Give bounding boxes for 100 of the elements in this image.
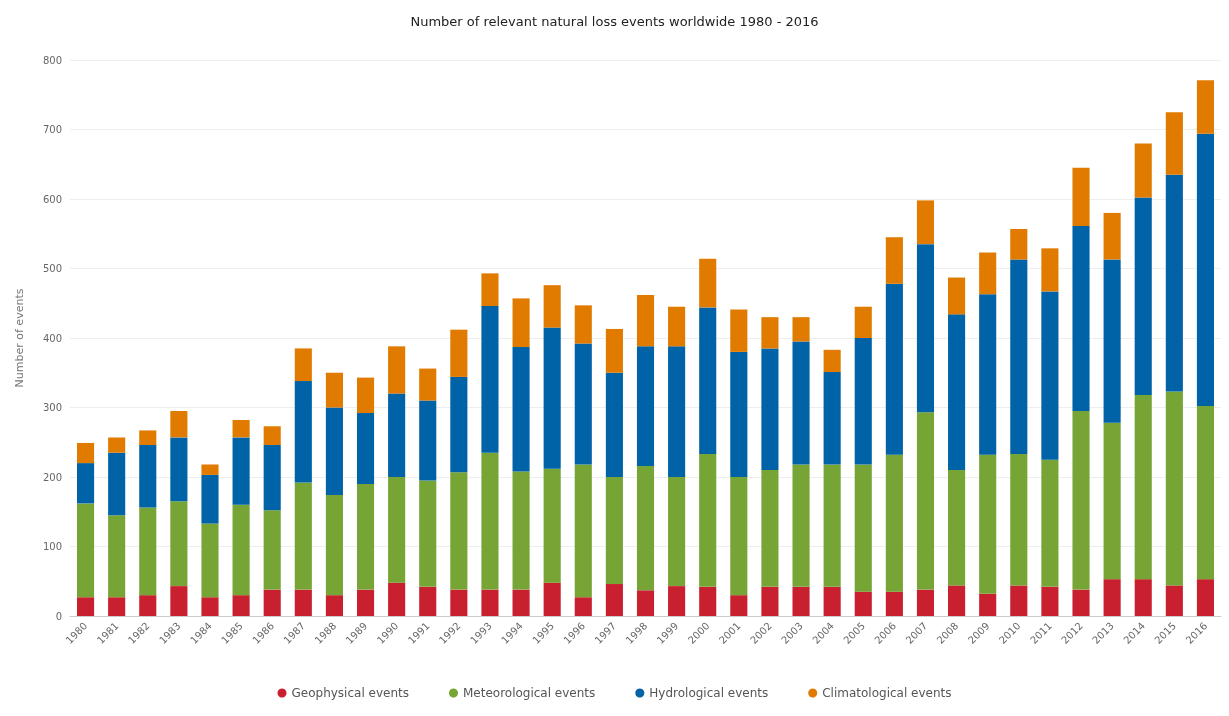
bar — [543, 468, 561, 583]
bar — [170, 501, 188, 587]
bar — [730, 477, 748, 596]
bar — [730, 351, 748, 477]
bar — [356, 377, 375, 414]
bar — [1041, 248, 1059, 292]
bar — [325, 495, 343, 596]
y-tick-label: 100 — [42, 541, 62, 552]
legend-label: Climatological events — [822, 686, 952, 700]
bar — [605, 477, 623, 585]
bar — [948, 470, 966, 586]
bar — [1134, 197, 1152, 395]
bar — [481, 452, 499, 590]
bar — [699, 454, 717, 587]
bar — [574, 305, 592, 344]
bar — [823, 586, 841, 616]
bar — [170, 437, 188, 502]
bar — [512, 589, 530, 616]
bar — [1072, 226, 1090, 411]
bar — [201, 597, 219, 616]
bar — [263, 589, 281, 616]
bar — [108, 515, 126, 598]
bar — [792, 586, 810, 616]
bar — [792, 317, 810, 342]
bar — [1165, 391, 1183, 586]
bar — [388, 477, 406, 583]
bar — [885, 237, 903, 284]
bar — [77, 503, 95, 598]
bar — [761, 317, 779, 349]
bar — [1072, 589, 1090, 616]
bar — [481, 589, 499, 616]
bar — [232, 437, 250, 505]
bar — [356, 413, 375, 484]
bar — [512, 347, 530, 472]
bar — [916, 244, 935, 413]
bar — [232, 504, 250, 596]
bar — [854, 591, 872, 616]
bar — [294, 381, 312, 483]
bar — [481, 306, 499, 453]
bar — [699, 307, 717, 455]
bar — [294, 589, 312, 616]
bar — [636, 346, 655, 466]
bar — [294, 348, 312, 382]
bar — [730, 595, 748, 616]
bar — [419, 400, 437, 481]
bar — [450, 472, 468, 590]
bar — [139, 507, 157, 596]
bar — [823, 349, 841, 373]
bar — [761, 470, 779, 587]
bar — [263, 426, 281, 446]
bar — [1165, 585, 1183, 616]
bar — [201, 464, 219, 475]
bar — [668, 477, 686, 587]
bar — [1041, 586, 1059, 616]
bar — [263, 510, 281, 590]
bar — [636, 465, 655, 591]
bar — [201, 474, 219, 524]
bar — [1103, 579, 1121, 616]
bar — [854, 464, 872, 592]
y-tick-label: 200 — [42, 471, 62, 483]
y-axis-title: Number of events — [13, 288, 26, 388]
bar — [916, 200, 935, 245]
bar — [1134, 143, 1152, 198]
legend-label: Meteorological events — [462, 686, 596, 700]
bar — [170, 410, 188, 438]
bar — [979, 294, 997, 455]
bar — [699, 586, 717, 616]
y-tick-label: 0 — [55, 610, 62, 622]
bar — [1072, 410, 1090, 590]
bar — [605, 584, 623, 616]
bar — [232, 595, 250, 616]
bar — [948, 585, 966, 616]
bar — [450, 589, 468, 616]
bar — [979, 252, 997, 295]
bar — [1103, 212, 1121, 260]
bar — [388, 393, 406, 477]
bar — [170, 586, 188, 616]
bar — [885, 454, 903, 592]
bar — [792, 341, 810, 465]
bar — [1103, 259, 1121, 423]
bar — [668, 306, 686, 347]
chart-title: Number of relevant natural loss events worldwide 1980 - 2016 — [410, 14, 819, 29]
bar — [325, 595, 343, 616]
bar — [1165, 174, 1183, 392]
bar — [916, 589, 935, 616]
legend-label: Geophysical events — [291, 686, 409, 700]
bar — [1196, 406, 1214, 580]
bar — [139, 445, 157, 508]
bar — [543, 327, 561, 469]
bar — [979, 593, 997, 616]
bar — [761, 586, 779, 616]
bar — [574, 597, 592, 616]
bar — [1041, 459, 1059, 587]
bar — [139, 595, 157, 616]
bar — [668, 346, 686, 477]
bar — [854, 338, 872, 465]
bar — [699, 258, 717, 308]
bar — [232, 420, 250, 438]
bar — [450, 376, 468, 473]
bar — [792, 464, 810, 587]
